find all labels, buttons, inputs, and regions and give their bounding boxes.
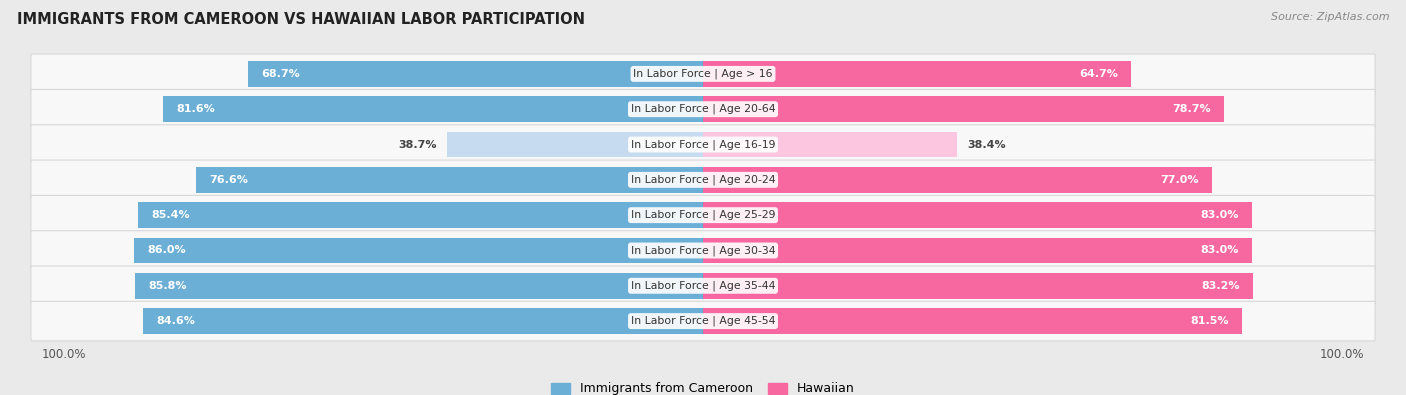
Text: 100.0%: 100.0% (1320, 348, 1365, 361)
Text: IMMIGRANTS FROM CAMEROON VS HAWAIIAN LABOR PARTICIPATION: IMMIGRANTS FROM CAMEROON VS HAWAIIAN LAB… (17, 12, 585, 27)
FancyBboxPatch shape (31, 266, 1375, 306)
Text: 68.7%: 68.7% (262, 69, 301, 79)
Text: 84.6%: 84.6% (156, 316, 195, 326)
FancyBboxPatch shape (31, 125, 1375, 164)
Text: 77.0%: 77.0% (1161, 175, 1199, 185)
Bar (143, 308, 703, 334)
Bar (703, 132, 957, 157)
Text: Source: ZipAtlas.com: Source: ZipAtlas.com (1271, 12, 1389, 22)
Text: 83.0%: 83.0% (1201, 210, 1239, 220)
Bar (703, 273, 1254, 299)
Text: 76.6%: 76.6% (209, 175, 249, 185)
Bar (703, 167, 1212, 192)
Bar (703, 203, 1253, 228)
Text: In Labor Force | Age 25-29: In Labor Force | Age 25-29 (631, 210, 775, 220)
Bar (135, 273, 703, 299)
Text: In Labor Force | Age 20-64: In Labor Force | Age 20-64 (631, 104, 775, 115)
Text: 78.7%: 78.7% (1171, 104, 1211, 114)
Text: In Labor Force | Age > 16: In Labor Force | Age > 16 (633, 69, 773, 79)
Bar (703, 308, 1243, 334)
Bar (163, 96, 703, 122)
Bar (138, 203, 703, 228)
FancyBboxPatch shape (31, 231, 1375, 270)
Bar (134, 238, 703, 263)
Text: In Labor Force | Age 16-19: In Labor Force | Age 16-19 (631, 139, 775, 150)
Bar (249, 61, 703, 87)
Text: In Labor Force | Age 30-34: In Labor Force | Age 30-34 (631, 245, 775, 256)
Text: 81.6%: 81.6% (176, 104, 215, 114)
FancyBboxPatch shape (31, 89, 1375, 129)
Bar (447, 132, 703, 157)
Text: 100.0%: 100.0% (41, 348, 86, 361)
Text: 85.8%: 85.8% (149, 281, 187, 291)
Text: 85.4%: 85.4% (152, 210, 190, 220)
Text: In Labor Force | Age 45-54: In Labor Force | Age 45-54 (631, 316, 775, 326)
FancyBboxPatch shape (31, 160, 1375, 199)
Text: In Labor Force | Age 20-24: In Labor Force | Age 20-24 (631, 175, 775, 185)
Text: In Labor Force | Age 35-44: In Labor Force | Age 35-44 (631, 280, 775, 291)
Bar (703, 61, 1130, 87)
FancyBboxPatch shape (31, 54, 1375, 94)
Legend: Immigrants from Cameroon, Hawaiian: Immigrants from Cameroon, Hawaiian (551, 382, 855, 395)
Text: 83.2%: 83.2% (1202, 281, 1240, 291)
Bar (197, 167, 703, 192)
Text: 38.4%: 38.4% (967, 139, 1005, 150)
Text: 38.7%: 38.7% (398, 139, 437, 150)
FancyBboxPatch shape (31, 301, 1375, 341)
Text: 64.7%: 64.7% (1078, 69, 1118, 79)
Text: 81.5%: 81.5% (1191, 316, 1229, 326)
Text: 86.0%: 86.0% (148, 245, 186, 256)
Bar (703, 238, 1253, 263)
Text: 83.0%: 83.0% (1201, 245, 1239, 256)
Bar (703, 96, 1223, 122)
FancyBboxPatch shape (31, 196, 1375, 235)
